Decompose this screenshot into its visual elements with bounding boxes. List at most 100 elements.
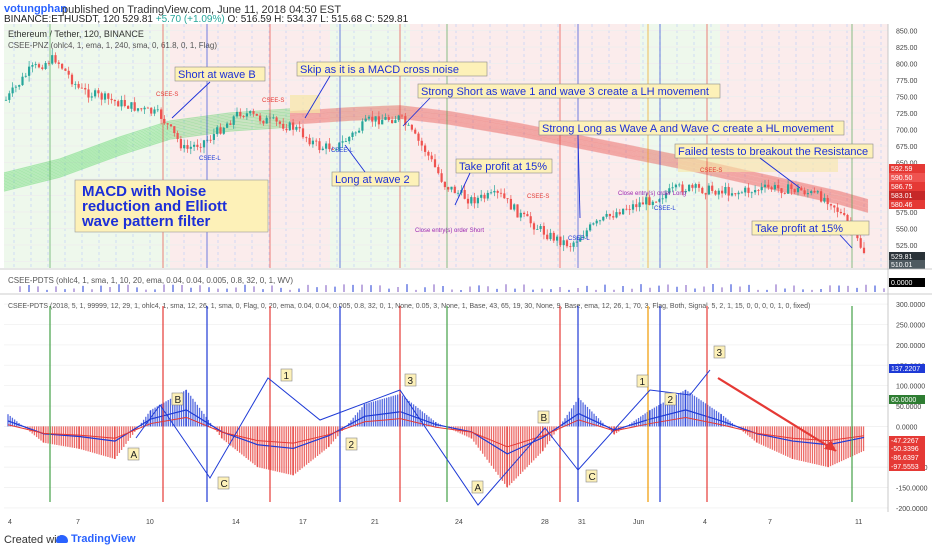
candle-body: [780, 188, 783, 194]
price-pane-title: Ethereum / Tether, 120, BINANCE: [8, 29, 144, 39]
candle-body: [585, 230, 588, 237]
candle-body: [143, 107, 146, 110]
macd-value-tag: 60.0000: [891, 397, 916, 404]
chart-canvas[interactable]: Ethereum / Tether, 120, BINANCE CSEE-PNZ …: [0, 22, 932, 528]
macd-line: [7, 409, 865, 455]
candle-body: [572, 242, 575, 247]
candle-body: [602, 216, 605, 221]
ticker-change: +5.70 (+1.09%): [155, 14, 225, 25]
candle-body: [562, 240, 565, 246]
candle-body: [440, 173, 443, 182]
candle-body: [150, 107, 153, 114]
annotation-text: Take profit at 15%: [459, 161, 547, 173]
candle-body: [450, 186, 453, 190]
tradingview-brand: TradingView: [71, 533, 136, 545]
candle-body: [787, 184, 790, 194]
candle-body: [816, 191, 819, 193]
top-bar: votungphan published on TradingView.com,…: [0, 0, 932, 20]
candle-body: [658, 199, 661, 202]
candle-body: [447, 187, 450, 190]
candle-body: [582, 236, 585, 239]
author-name[interactable]: votungphan: [4, 3, 67, 15]
candle-body: [724, 187, 727, 194]
candle-body: [120, 99, 123, 107]
candle-body: [648, 197, 651, 206]
candle-body: [645, 197, 648, 205]
ticker-symbol: BINANCE:ETHUSDT, 120 529.81: [4, 14, 153, 25]
candle-body: [169, 124, 173, 127]
candle-body: [404, 116, 407, 126]
candle-body: [638, 202, 641, 208]
candle-body: [810, 191, 813, 194]
candle-body: [549, 232, 552, 240]
wave-box: [471, 480, 484, 494]
candle-body: [275, 117, 278, 122]
ribbon-up-line: [3, 118, 291, 185]
candle-body: [813, 191, 816, 193]
candle-body: [803, 190, 806, 195]
tradingview-logo[interactable]: TradingView: [56, 533, 136, 545]
candle-body: [826, 197, 829, 205]
candle-body: [278, 121, 281, 124]
candle-body: [391, 120, 394, 124]
ribbon-up-line: [3, 123, 291, 189]
candle-body: [136, 108, 140, 111]
candle-body: [196, 144, 199, 147]
mid-indicator-pane: CSEE-PDTS (ohlc4, 1, sma, 1, 10, 20, ema…: [4, 272, 888, 292]
macd-tick-label: -200.0000: [896, 506, 928, 513]
price-tick-label: 750.00: [896, 95, 918, 102]
signal-label: CSEE-S: [262, 98, 284, 104]
candle-body: [697, 184, 701, 188]
candle-body: [107, 93, 110, 99]
macd-value-tag: -86.6397: [891, 455, 919, 462]
candle-body: [176, 133, 179, 140]
candle-body: [836, 207, 839, 212]
candle-body: [94, 90, 97, 97]
candle-body: [417, 133, 420, 141]
signal-label: Close entry(s) order Long: [618, 191, 686, 197]
wave-label: C: [221, 479, 228, 490]
candle-body: [480, 194, 483, 198]
candle-body: [635, 204, 638, 208]
banner-line: reduction and Elliott: [82, 198, 227, 215]
candle-body: [552, 232, 555, 241]
candle-body: [744, 187, 747, 193]
ribbon-up-line: [3, 121, 291, 188]
candle-body: [117, 101, 120, 107]
x-tick-label: 10: [146, 519, 154, 526]
candle-body: [47, 62, 50, 64]
candle-body: [301, 128, 305, 138]
candle-body: [509, 198, 512, 210]
candle-body: [833, 205, 836, 208]
annotation-arrow: [577, 134, 581, 219]
macd-tick-label: 100.0000: [896, 384, 925, 391]
candle-body: [288, 122, 291, 131]
candle-body: [773, 185, 776, 190]
macd-tick-label: 250.0000: [896, 323, 925, 330]
candle-body: [74, 83, 77, 85]
candle-body: [767, 184, 770, 188]
annotation-text: Strong Long as Wave A and Wave C create …: [542, 123, 834, 135]
candle-body: [556, 236, 559, 241]
candle-body: [595, 220, 598, 224]
ticker-line: BINANCE:ETHUSDT, 120 529.81 +5.70 (+1.09…: [4, 14, 408, 25]
candle-body: [14, 86, 17, 88]
macd-value-tag-bg: [889, 364, 925, 373]
candle-body: [519, 212, 522, 218]
price-tag-bg: [889, 191, 925, 200]
candle-body: [569, 246, 572, 248]
candle-body: [651, 201, 654, 206]
candle-body: [737, 192, 740, 195]
macd-tick-label: 300.0000: [896, 302, 925, 309]
candle-body: [796, 187, 800, 193]
candle-body: [516, 204, 519, 218]
x-tick-label: 7: [76, 519, 80, 526]
candle-body: [173, 126, 176, 134]
candle-body: [381, 119, 384, 125]
price-tag: 592.59: [891, 166, 913, 173]
candle-body: [113, 100, 116, 102]
candle-body: [433, 159, 437, 168]
created-with: Created with: [4, 534, 66, 546]
candle-body: [34, 64, 37, 66]
